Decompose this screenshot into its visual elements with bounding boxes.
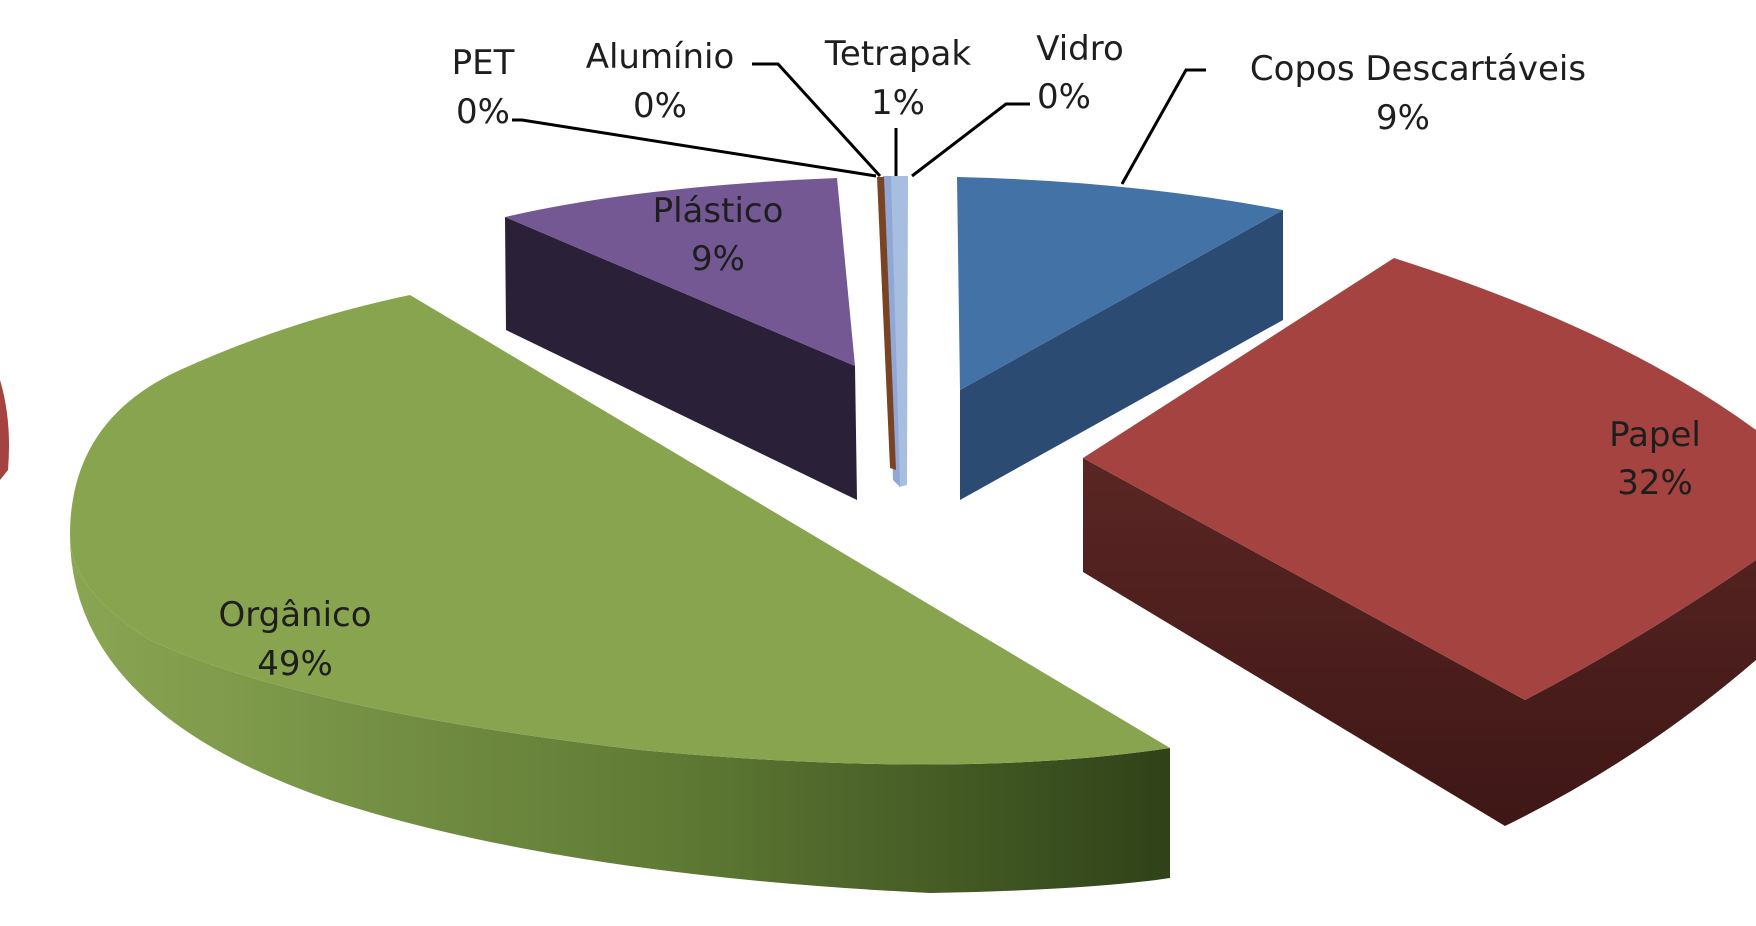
leader-aluminio xyxy=(752,62,882,178)
leader-lines xyxy=(512,62,1206,185)
label-vidro-name: Vidro xyxy=(1036,29,1124,69)
leader-vidro xyxy=(911,102,1030,178)
label-papel-name: Papel xyxy=(1609,415,1701,455)
label-organico-value: 49% xyxy=(257,644,333,684)
label-vidro-value: 0% xyxy=(1037,77,1091,117)
label-tetrapak-value: 1% xyxy=(871,83,925,123)
slice-organico xyxy=(70,295,1170,893)
leader-pet xyxy=(512,118,877,178)
label-papel-value: 32% xyxy=(1617,463,1693,503)
slice-papel xyxy=(1083,258,1756,826)
slice-copos-descartaveis xyxy=(957,177,1283,500)
label-tetrapak-name: Tetrapak xyxy=(824,34,971,74)
leader-copos xyxy=(1120,68,1206,185)
label-copos-value: 9% xyxy=(1376,98,1430,138)
label-aluminio-value: 0% xyxy=(633,86,687,126)
label-copos-name: Copos Descartáveis xyxy=(1250,49,1586,89)
label-plastico-name: Plástico xyxy=(653,191,784,231)
slice-plastico xyxy=(505,178,857,500)
label-pet-name: PET xyxy=(452,43,515,83)
label-plastico-value: 9% xyxy=(691,239,745,279)
slice-edge-fragment xyxy=(0,380,9,480)
data-labels: PET 0% Alumínio 0% Tetrapak 1% Vidro 0% … xyxy=(218,29,1700,684)
label-pet-value: 0% xyxy=(456,92,510,132)
label-organico-name: Orgânico xyxy=(218,595,371,635)
label-aluminio-name: Alumínio xyxy=(586,37,735,77)
slice-tetrapak xyxy=(877,176,908,487)
